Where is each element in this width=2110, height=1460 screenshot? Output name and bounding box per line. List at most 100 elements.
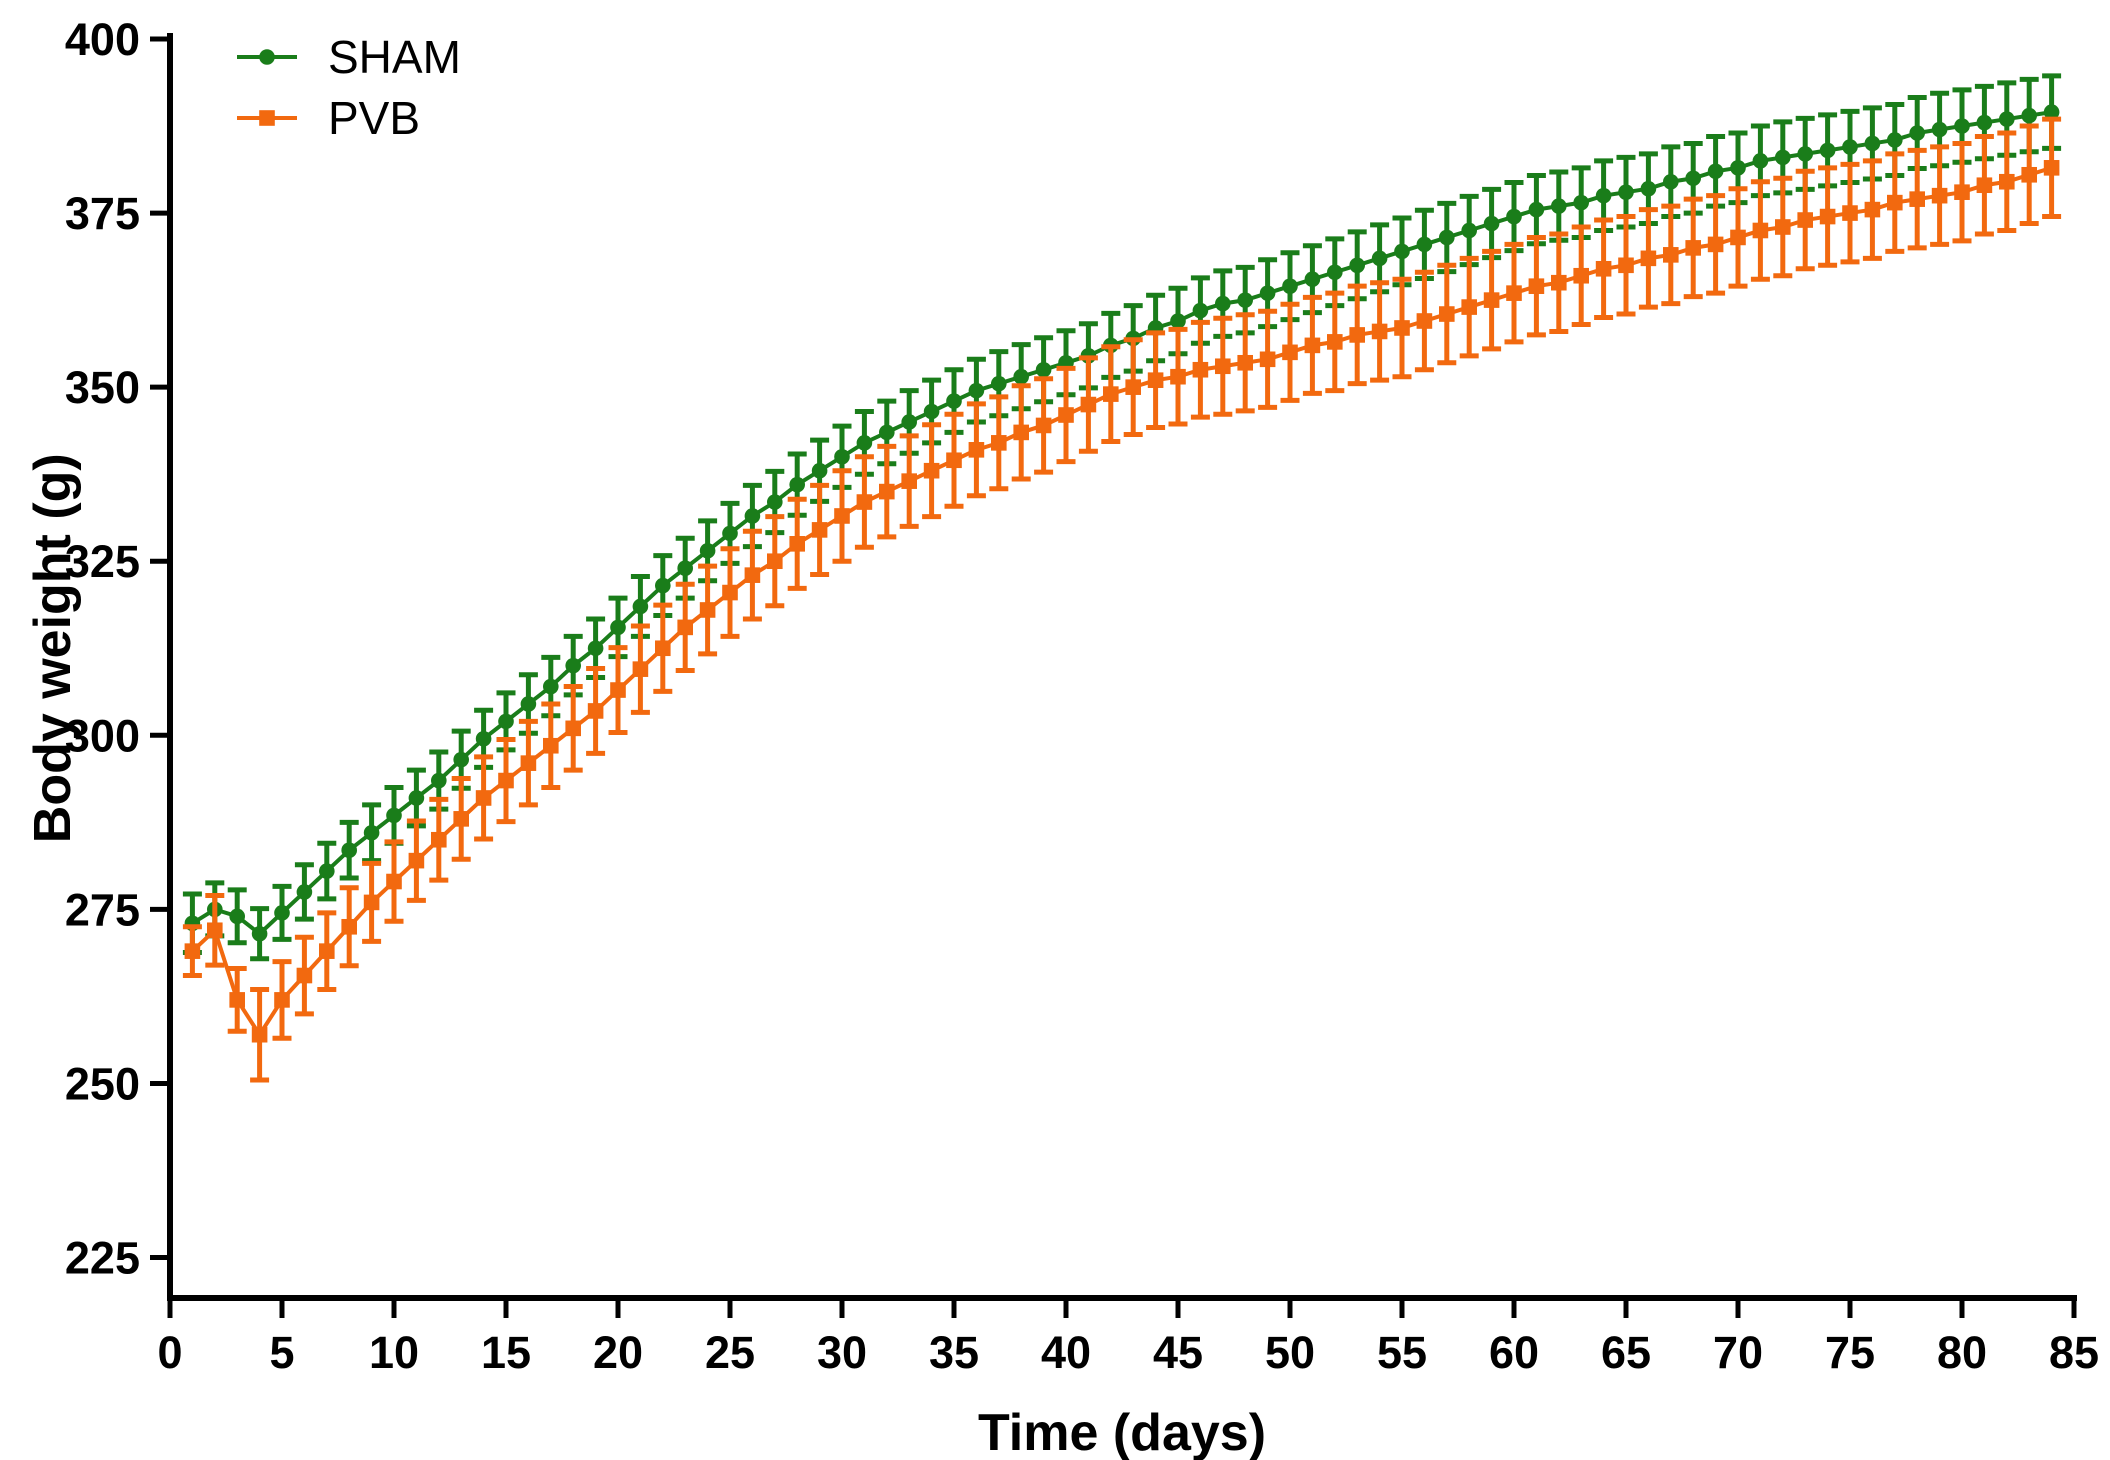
sham-marker bbox=[1327, 264, 1343, 281]
pvb-marker bbox=[677, 619, 693, 636]
pvb-marker bbox=[1640, 250, 1657, 267]
pvb-marker bbox=[722, 584, 738, 601]
pvb-marker bbox=[789, 536, 805, 552]
pvb-marker bbox=[1080, 396, 1097, 413]
x-axis-tick-label: 20 bbox=[593, 1327, 643, 1378]
pvb-marker bbox=[1304, 337, 1321, 354]
pvb-marker bbox=[1864, 201, 1881, 218]
x-axis-tick-label: 70 bbox=[1713, 1327, 1763, 1378]
sham-marker bbox=[475, 730, 492, 747]
sham-marker bbox=[1707, 163, 1724, 180]
x-axis-tick-label: 30 bbox=[817, 1327, 867, 1378]
x-axis-tick-label: 75 bbox=[1825, 1327, 1875, 1378]
pvb-marker bbox=[1931, 187, 1948, 204]
x-axis-tick-label: 35 bbox=[929, 1327, 979, 1378]
sham-marker bbox=[229, 908, 245, 925]
sham-marker bbox=[386, 807, 402, 824]
pvb-marker bbox=[207, 922, 223, 939]
pvb-marker bbox=[1707, 236, 1724, 253]
sham-marker bbox=[811, 462, 828, 479]
pvb-marker bbox=[1327, 334, 1343, 350]
sham-marker bbox=[1035, 361, 1052, 378]
sham-marker bbox=[1506, 208, 1522, 225]
y-axis-title: Body weight (g) bbox=[24, 453, 82, 843]
legend-label-pvb: PVB bbox=[328, 92, 420, 144]
sham-marker bbox=[991, 375, 1007, 392]
pvb-marker bbox=[1282, 344, 1298, 361]
sham-marker bbox=[1752, 153, 1769, 169]
pvb-marker bbox=[1685, 240, 1701, 256]
pvb-marker bbox=[475, 790, 492, 806]
pvb-marker bbox=[1259, 351, 1276, 368]
pvb-marker bbox=[1461, 299, 1477, 315]
sham-marker bbox=[1819, 142, 1836, 159]
sham-marker bbox=[431, 772, 447, 789]
pvb-marker bbox=[1506, 285, 1522, 301]
pvb-marker bbox=[1192, 361, 1209, 378]
pvb-marker bbox=[1954, 184, 1970, 200]
pvb-marker bbox=[1439, 306, 1455, 322]
sham-marker bbox=[834, 448, 850, 465]
pvb-marker bbox=[251, 1026, 268, 1043]
x-axis-tick-label: 15 bbox=[481, 1327, 531, 1378]
sham-marker bbox=[1439, 229, 1455, 246]
pvb-marker bbox=[1013, 424, 1029, 441]
pvb-line bbox=[191, 165, 2053, 1039]
sham-marker bbox=[2021, 107, 2037, 124]
x-axis-tick-label: 55 bbox=[1377, 1327, 1427, 1378]
pvb-marker bbox=[1887, 194, 1903, 211]
sham-marker bbox=[1528, 201, 1545, 218]
sham-marker bbox=[923, 403, 940, 420]
x-axis-tick-label: 50 bbox=[1265, 1327, 1315, 1378]
x-axis-tick-label: 80 bbox=[1937, 1327, 1987, 1378]
sham-marker bbox=[722, 525, 738, 542]
pvb-marker bbox=[1125, 379, 1141, 395]
pvb-marker bbox=[1909, 191, 1925, 207]
pvb-marker bbox=[923, 462, 940, 479]
pvb-marker bbox=[1573, 267, 1589, 284]
sham-marker bbox=[767, 494, 783, 510]
pvb-marker bbox=[498, 772, 514, 789]
pvb-marker bbox=[1483, 292, 1500, 308]
sham-marker bbox=[1775, 149, 1791, 166]
sham-marker bbox=[1595, 187, 1612, 204]
pvb-marker bbox=[1551, 274, 1567, 291]
y-axis-tick-label: 400 bbox=[65, 14, 140, 65]
sham-marker bbox=[1349, 257, 1365, 274]
pvb-marker bbox=[1999, 173, 2015, 190]
sham-marker bbox=[946, 393, 962, 409]
pvb-marker bbox=[901, 473, 917, 489]
sham-marker bbox=[498, 713, 514, 730]
pvb-marker bbox=[1371, 323, 1388, 340]
pvb-marker bbox=[632, 661, 649, 677]
pvb-marker bbox=[363, 894, 380, 911]
x-axis-tick-label: 40 bbox=[1041, 1327, 1091, 1378]
sham-marker bbox=[1192, 302, 1209, 319]
x-axis-title: Time (days) bbox=[978, 1404, 1266, 1460]
sham-marker bbox=[251, 925, 268, 942]
pvb-marker bbox=[296, 967, 313, 984]
pvb-marker bbox=[274, 992, 290, 1008]
pvb-marker bbox=[408, 852, 425, 869]
sham-marker bbox=[520, 696, 537, 712]
sham-marker bbox=[565, 657, 581, 674]
sham-marker bbox=[274, 905, 290, 921]
x-axis-tick-label: 60 bbox=[1489, 1327, 1539, 1378]
pvb-marker bbox=[991, 435, 1007, 451]
pvb-marker bbox=[1663, 247, 1679, 263]
pvb-marker bbox=[565, 720, 581, 737]
pvb-marker bbox=[946, 452, 962, 469]
sham-marker bbox=[1282, 278, 1298, 294]
y-axis-tick-label: 375 bbox=[65, 188, 140, 239]
y-axis-tick-label: 225 bbox=[65, 1233, 140, 1284]
sham-marker bbox=[1259, 285, 1276, 301]
sham-marker bbox=[1730, 160, 1746, 176]
sham-marker bbox=[1842, 139, 1858, 155]
pvb-marker bbox=[834, 508, 850, 524]
sham-marker bbox=[699, 542, 716, 559]
pvb-marker bbox=[1842, 205, 1858, 221]
pvb-marker bbox=[453, 811, 469, 827]
x-axis-tick-label: 65 bbox=[1601, 1327, 1651, 1378]
sham-marker bbox=[1954, 118, 1970, 134]
